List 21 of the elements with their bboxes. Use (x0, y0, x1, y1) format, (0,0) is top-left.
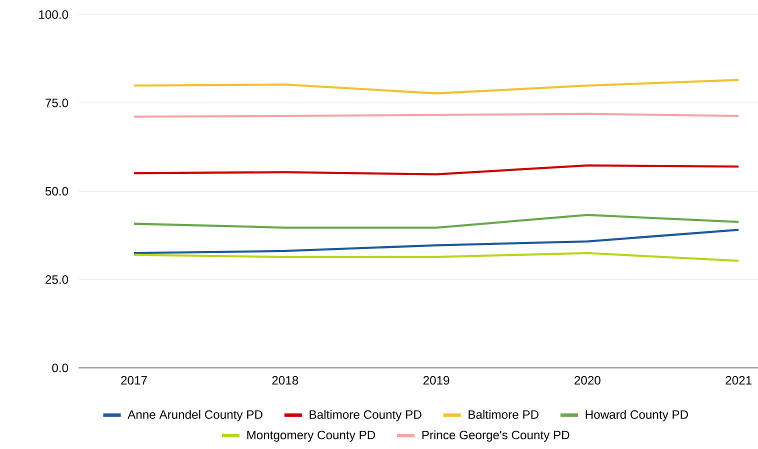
y-tick-label: 50.0 (45, 187, 68, 196)
legend-label: Montgomery County PD (247, 430, 376, 442)
legend-label: Baltimore County PD (310, 410, 422, 422)
legend-label: Anne Arundel County PD (128, 410, 262, 422)
legend-label: Prince George's County PD (422, 430, 570, 442)
line-series (132, 214, 740, 229)
line-series (132, 228, 740, 254)
legend-label: Baltimore PD (468, 410, 538, 420)
x-tick-label: 2021 (726, 376, 752, 385)
line-series (132, 79, 740, 95)
line-series (132, 252, 740, 262)
legend-label: Howard County PD (586, 410, 688, 422)
y-tick-label: 25.0 (46, 275, 68, 284)
line-series (132, 164, 740, 176)
x-tick-label: 2019 (423, 376, 450, 385)
y-tick-label: 100.0 (39, 10, 68, 20)
x-tick-label: 2020 (574, 376, 600, 385)
x-tick-label: 2018 (272, 376, 298, 385)
y-tick-label: 0.0 (52, 364, 68, 372)
x-tick-label: 2017 (121, 376, 147, 385)
y-tick-label: 75.0 (46, 98, 68, 108)
